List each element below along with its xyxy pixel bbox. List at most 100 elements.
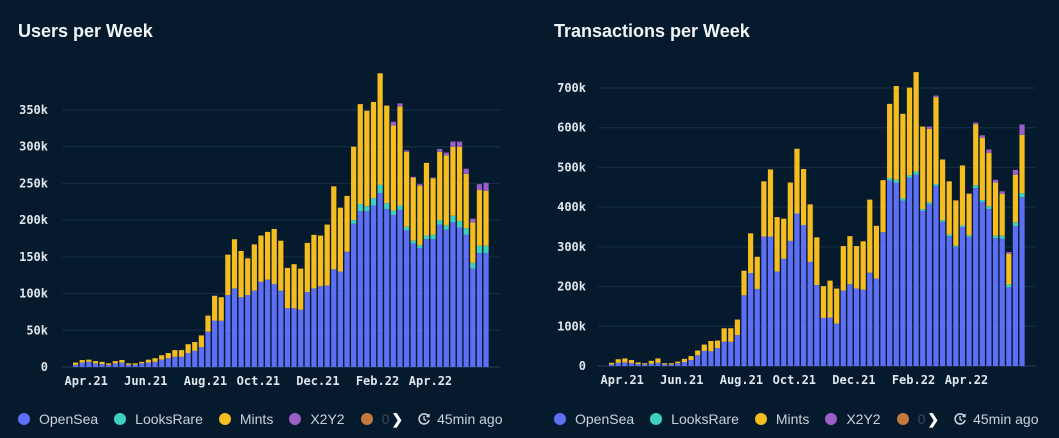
bar-segment-opensea[interactable] <box>125 364 132 367</box>
bar-segment-looksrare[interactable] <box>973 185 979 189</box>
bar-segment-mints[interactable] <box>609 362 615 365</box>
bar-segment-opensea[interactable] <box>774 271 780 366</box>
bar-segment-opensea[interactable] <box>953 246 959 366</box>
bar-segment-opensea[interactable] <box>337 271 343 367</box>
bar-segment-mints[interactable] <box>867 199 873 273</box>
bar-segment-opensea[interactable] <box>377 192 383 367</box>
bar-segment-mints[interactable] <box>284 267 291 309</box>
bar-segment-opensea[interactable] <box>1019 197 1025 366</box>
bar-segment-opensea[interactable] <box>145 362 152 367</box>
bar-segment-mints[interactable] <box>741 270 747 296</box>
bar-segment-opensea[interactable] <box>767 236 774 366</box>
bar-segment-opensea[interactable] <box>708 351 714 366</box>
bar-segment-mints[interactable] <box>437 151 443 221</box>
bar-segment-looksrare[interactable] <box>946 234 952 237</box>
bar-segment-mints[interactable] <box>86 359 92 362</box>
bar-segment-looksrare[interactable] <box>1019 193 1025 198</box>
bar-segment-opensea[interactable] <box>847 284 853 366</box>
bar-segment-mints[interactable] <box>655 358 661 363</box>
bar-segment-mints[interactable] <box>384 105 390 204</box>
bar-segment-opensea[interactable] <box>73 364 79 367</box>
bar-segment-mints[interactable] <box>92 361 99 364</box>
bar-segment-looksrare[interactable] <box>390 210 396 216</box>
bar-segment-looksrare[interactable] <box>404 226 410 231</box>
bar-segment-mints[interactable] <box>231 239 238 289</box>
bar-segment-looksrare[interactable] <box>992 235 999 239</box>
bar-segment-mints[interactable] <box>860 241 866 290</box>
bar-segment-opensea[interactable] <box>331 269 337 367</box>
bar-segment-mints[interactable] <box>417 185 423 246</box>
bar-segment-opensea[interactable] <box>741 295 747 366</box>
bar-segment-mints[interactable] <box>410 177 416 241</box>
bar-segment-opensea[interactable] <box>1012 226 1019 366</box>
bar-segment-mints[interactable] <box>258 235 264 282</box>
bar-segment-mints[interactable] <box>423 162 430 236</box>
bar-segment-mints[interactable] <box>714 340 721 349</box>
bar-segment-mints[interactable] <box>992 182 999 236</box>
bar-segment-opensea[interactable] <box>615 362 621 366</box>
bar-segment-opensea[interactable] <box>873 278 879 366</box>
bar-segment-opensea[interactable] <box>992 238 999 366</box>
bar-segment-mints[interactable] <box>172 350 178 357</box>
bar-segment-mints[interactable] <box>1006 253 1012 285</box>
bar-segment-opensea[interactable] <box>364 211 370 367</box>
bar-segment-opensea[interactable] <box>344 251 350 367</box>
bar-segment-mints[interactable] <box>351 146 357 221</box>
bar-segment-opensea[interactable] <box>92 363 99 367</box>
bar-segment-opensea[interactable] <box>397 209 403 367</box>
bar-segment-opensea[interactable] <box>853 288 860 366</box>
bar-segment-looksrare[interactable] <box>999 235 1005 239</box>
bar-segment-mints[interactable] <box>456 146 463 221</box>
bar-segment-x2y2[interactable] <box>979 135 985 138</box>
bar-segment-mints[interactable] <box>695 350 701 356</box>
bar-segment-opensea[interactable] <box>291 308 297 367</box>
bar-segment-opensea[interactable] <box>470 268 476 367</box>
bar-segment-looksrare[interactable] <box>1006 284 1012 288</box>
bar-segment-mints[interactable] <box>622 358 628 363</box>
bar-segment-mints[interactable] <box>946 181 952 235</box>
bar-segment-mints[interactable] <box>331 186 337 270</box>
legend-item-mints[interactable]: Mints <box>218 411 273 427</box>
bar-segment-mints[interactable] <box>734 319 740 336</box>
bar-segment-opensea[interactable] <box>860 289 866 366</box>
bar-segment-x2y2[interactable] <box>1012 169 1019 175</box>
bar-segment-mints[interactable] <box>178 350 185 357</box>
bar-segment-opensea[interactable] <box>794 213 800 366</box>
bar-segment-opensea[interactable] <box>456 227 463 367</box>
bar-segment-looksrare[interactable] <box>370 198 377 206</box>
bar-segment-opensea[interactable] <box>483 253 489 367</box>
bar-segment-looksrare[interactable] <box>933 184 939 187</box>
bar-segment-looksrare[interactable] <box>920 209 926 212</box>
bar-segment-opensea[interactable] <box>622 362 628 366</box>
bar-segment-mints[interactable] <box>814 237 820 285</box>
bar-segment-looksrare[interactable] <box>926 202 932 205</box>
bar-segment-looksrare[interactable] <box>887 178 893 181</box>
bar-segment-looksrare[interactable] <box>456 220 463 228</box>
bar-segment-mints[interactable] <box>688 356 694 361</box>
bar-segment-mints[interactable] <box>721 328 727 342</box>
bar-segment-opensea[interactable] <box>827 317 833 366</box>
bar-segment-opensea[interactable] <box>324 285 330 367</box>
bar-segment-mints[interactable] <box>840 246 846 291</box>
bar-segment-opensea[interactable] <box>986 209 992 366</box>
bar-segment-mints[interactable] <box>324 224 330 286</box>
bar-segment-x2y2[interactable] <box>973 122 979 125</box>
bar-segment-mints[interactable] <box>298 268 304 310</box>
bar-segment-opensea[interactable] <box>404 230 410 367</box>
chevron-right-icon[interactable]: ❯ <box>391 410 404 427</box>
bar-segment-looksrare[interactable] <box>351 220 357 224</box>
bar-segment-x2y2[interactable] <box>397 103 403 107</box>
bar-segment-looksrare[interactable] <box>1012 222 1019 227</box>
bar-segment-opensea[interactable] <box>476 253 483 367</box>
bar-segment-mints[interactable] <box>185 344 191 354</box>
bar-segment-x2y2[interactable] <box>1006 252 1012 254</box>
bar-segment-opensea[interactable] <box>410 243 416 367</box>
bar-segment-mints[interactable] <box>761 181 767 237</box>
bar-segment-mints[interactable] <box>397 106 403 206</box>
bar-segment-opensea[interactable] <box>655 362 661 366</box>
bar-segment-mints[interactable] <box>648 360 654 364</box>
bar-segment-mints[interactable] <box>470 222 476 263</box>
bar-segment-opensea[interactable] <box>238 297 244 367</box>
bar-segment-opensea[interactable] <box>139 363 145 367</box>
bar-segment-opensea[interactable] <box>648 363 654 366</box>
